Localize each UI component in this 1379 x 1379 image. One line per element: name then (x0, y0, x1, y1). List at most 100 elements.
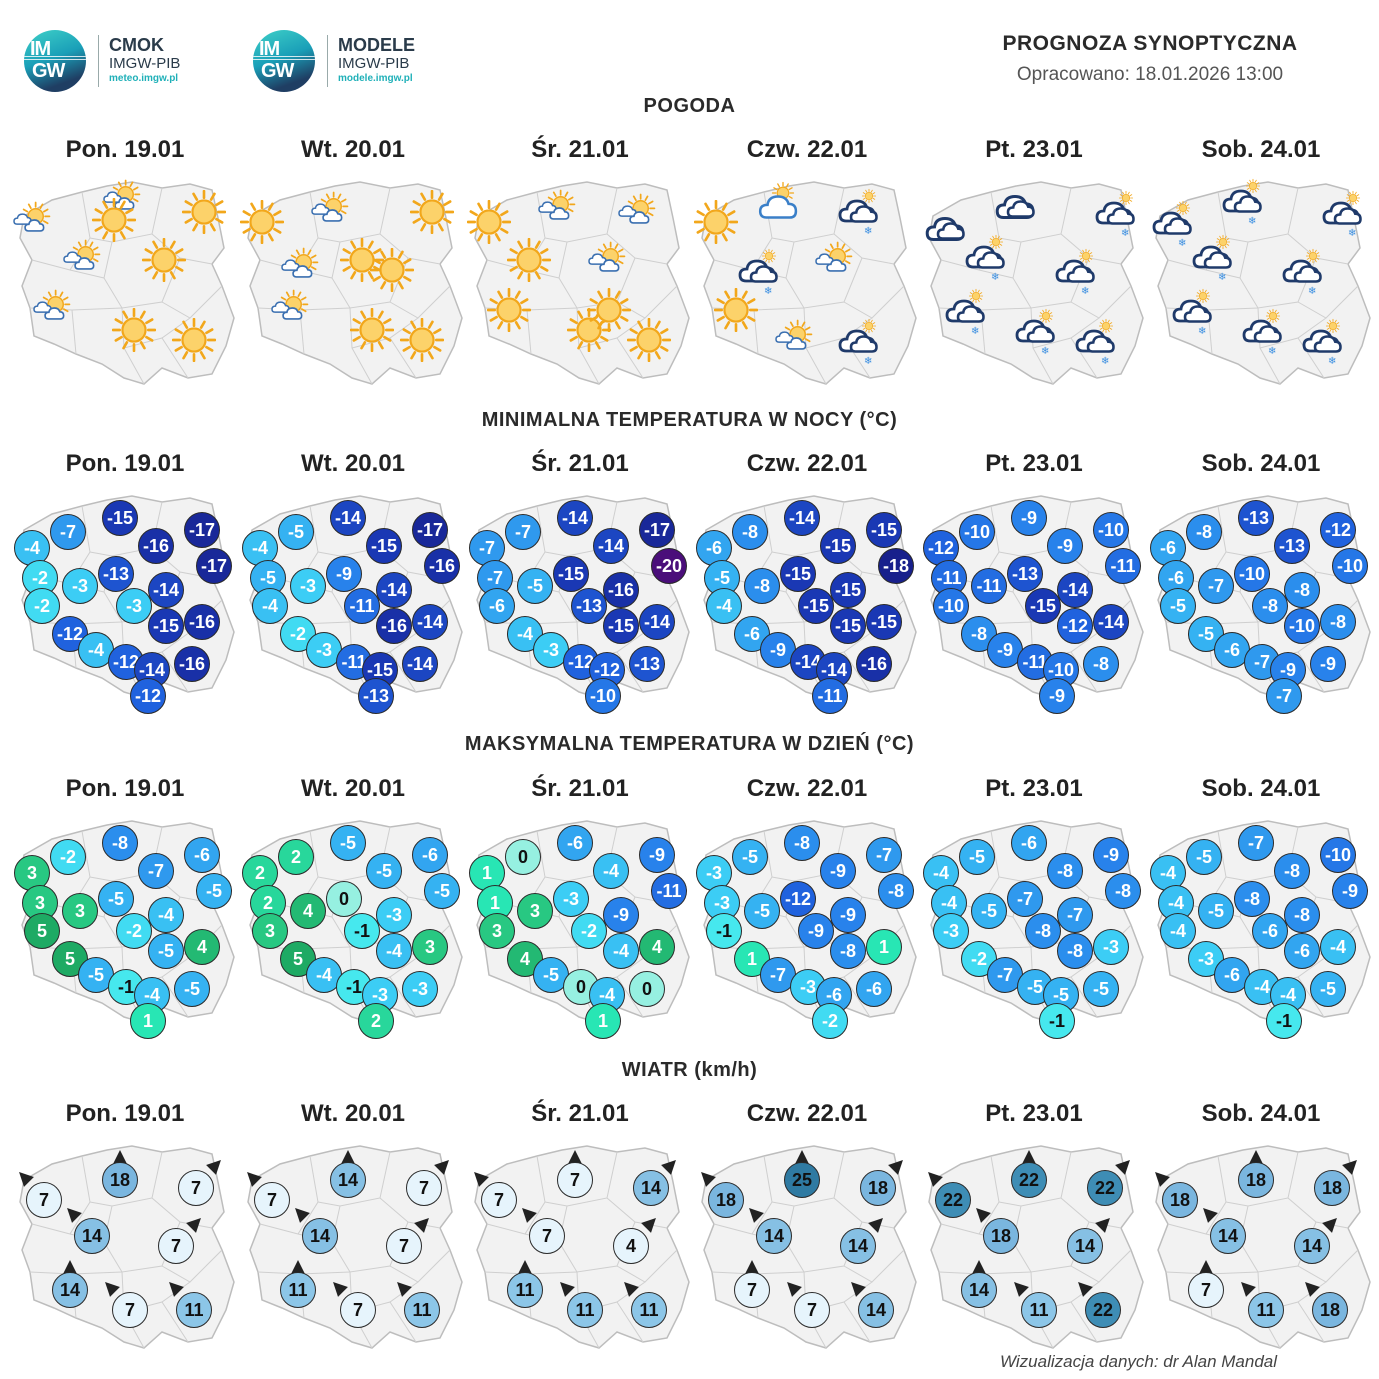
wind-speed-value: 22 (1011, 1162, 1047, 1198)
tmax-marker: 3 (412, 929, 448, 965)
tmax-marker: 2 (358, 1003, 394, 1039)
wind-speed-value: 11 (404, 1292, 440, 1328)
tmax-marker: -5 (424, 873, 460, 909)
tmin-marker: -4 (252, 588, 288, 624)
tmin-marker: -4 (507, 616, 543, 652)
tmin-marker: -9 (326, 556, 362, 592)
tmin-marker: -11 (812, 678, 848, 714)
wind-speed-value: 4 (613, 1228, 649, 1264)
sun-cloud-icon (537, 188, 577, 233)
tmin-marker: -14 (376, 572, 412, 608)
wind-marker: 11 (280, 1260, 316, 1308)
day-label-tmin: Pt. 23.01 (985, 450, 1083, 477)
sun-cloud-icon (102, 178, 142, 223)
tmin-marker: -4 (706, 588, 742, 624)
tmax-marker: 5 (24, 913, 60, 949)
tmax-marker: -9 (798, 913, 834, 949)
wind-speed-value: 7 (1188, 1272, 1224, 1308)
tmax-marker: -4 (1160, 913, 1196, 949)
tmin-marker: -3 (62, 568, 98, 604)
tmin-marker: -14 (412, 604, 448, 640)
tmax-marker: 1 (585, 1003, 621, 1039)
tmin-marker: -17 (196, 548, 232, 584)
tmax-marker: -7 (1238, 825, 1274, 861)
tmin-marker: -15 (553, 556, 589, 592)
imgw-logo-mark: IM GW (24, 30, 86, 92)
wind-speed-value: 7 (386, 1228, 422, 1264)
tmax-marker: -8 (1047, 853, 1083, 889)
wind-map: 18 25 18 14 14 7 7 14 (694, 1142, 922, 1357)
wind-speed-value: 14 (840, 1228, 876, 1264)
tmax-marker: -8 (1057, 933, 1093, 969)
tmin-marker: -8 (1083, 646, 1119, 682)
sun-icon (171, 317, 217, 367)
tmin-marker: -6 (479, 588, 515, 624)
wind-direction-arrow-icon (972, 1260, 986, 1274)
svg-text:❄: ❄ (1198, 326, 1206, 336)
tmin-marker: -4 (14, 530, 50, 566)
tmax-marker: -7 (987, 957, 1023, 993)
tmax-marker: -6 (1011, 825, 1047, 861)
day-label-tmin: Czw. 22.01 (746, 450, 868, 477)
day-label-wind: Sob. 24.01 (1201, 1100, 1321, 1127)
wind-marker: 11 (507, 1260, 543, 1308)
sun-icon (111, 307, 157, 357)
wind-speed-value: 7 (481, 1182, 517, 1218)
wind-marker: 18 (1314, 1155, 1362, 1206)
wind-speed-value: 25 (784, 1162, 820, 1198)
wind-marker: 7 (242, 1167, 290, 1218)
tmax-marker: -5 (732, 839, 768, 875)
wind-marker: 18 (102, 1150, 138, 1198)
wind-marker: 18 (1300, 1277, 1348, 1328)
weather-map: ❄ ❄ ❄ ❄ ❄ ❄ (921, 178, 1149, 393)
tmin-marker: -8 (1252, 588, 1288, 624)
day-label-wind: Pon. 19.01 (65, 1100, 185, 1127)
tmax-map: -4 -5 -7 -8 -10 -9 -4 -5 -8 -8 -4 -6 -3 -6 -6 -4 -4 -4 -5-… (1148, 817, 1376, 1039)
wind-marker: 14 (633, 1155, 681, 1206)
tmin-marker: -9 (1310, 646, 1346, 682)
tmin-marker: -13 (98, 556, 134, 592)
tmin-marker: -20 (651, 548, 687, 584)
cmok-logo: IM GW CMOK IMGW-PIB meteo.imgw.pl (24, 30, 180, 92)
tmax-marker: 0 (326, 881, 362, 917)
tmin-marker: -16 (376, 608, 412, 644)
wind-speed-value: 7 (26, 1182, 62, 1218)
wind-marker: 7 (782, 1277, 830, 1328)
tmin-marker: -12 (1057, 608, 1093, 644)
wind-speed-value: 11 (631, 1292, 667, 1328)
tmin-marker: -3 (290, 568, 326, 604)
tmax-marker: -6 (184, 837, 220, 873)
tmin-marker: -3 (116, 588, 152, 624)
wind-speed-value: 14 (1294, 1228, 1330, 1264)
wind-speed-value: 7 (340, 1292, 376, 1328)
tmax-marker: -9 (1332, 873, 1368, 909)
tmin-marker: -14 (148, 572, 184, 608)
tmin-marker: -16 (603, 572, 639, 608)
tmin-marker: -16 (174, 646, 210, 682)
header: PROGNOZA SYNOPTYCZNA Opracowano: 18.01.2… (960, 32, 1340, 86)
tmin-marker: -15 (798, 588, 834, 624)
wind-speed-value: 14 (961, 1272, 997, 1308)
cloud-icon (991, 178, 1039, 231)
wind-marker: 14 (1198, 1203, 1246, 1254)
page-title: PROGNOZA SYNOPTYCZNA (1002, 32, 1298, 55)
cloud-snow-icon: ❄ (1011, 308, 1059, 361)
wind-speed-value: 7 (406, 1170, 442, 1206)
cmok-url[interactable]: meteo.imgw.pl (109, 73, 179, 84)
sun-icon (713, 287, 759, 337)
cmok-title: CMOK (109, 35, 164, 55)
wind-speed-value: 7 (178, 1170, 214, 1206)
wind-marker: 7 (158, 1213, 206, 1264)
tmax-marker: 4 (507, 941, 543, 977)
wind-speed-value: 14 (52, 1272, 88, 1308)
tmin-marker: -10 (1234, 556, 1270, 592)
wind-marker: 7 (386, 1213, 434, 1264)
tmin-marker: -8 (732, 514, 768, 550)
tmax-marker: -5 (98, 881, 134, 917)
section-title-weather: POGODA (643, 95, 736, 117)
section-title-tmin: MINIMALNA TEMPERATURA W NOCY (°C) (481, 409, 898, 431)
day-label-weather: Śr. 21.01 (531, 136, 629, 163)
cloud-sun-icon (754, 178, 802, 231)
tmin-marker: -9 (1039, 678, 1075, 714)
modele-url[interactable]: modele.imgw.pl (338, 73, 413, 84)
